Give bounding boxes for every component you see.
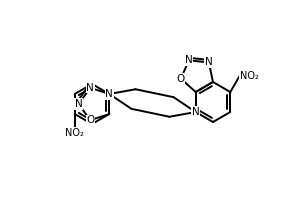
Text: N: N — [192, 107, 200, 117]
Text: N: N — [205, 57, 213, 68]
Text: N: N — [87, 83, 94, 93]
Text: N: N — [185, 55, 193, 65]
Text: O: O — [177, 74, 185, 84]
Text: NO₂: NO₂ — [65, 128, 84, 138]
Text: N: N — [75, 99, 82, 109]
Text: N: N — [105, 89, 113, 99]
Text: NO₂: NO₂ — [240, 71, 258, 81]
Text: O: O — [86, 115, 95, 125]
